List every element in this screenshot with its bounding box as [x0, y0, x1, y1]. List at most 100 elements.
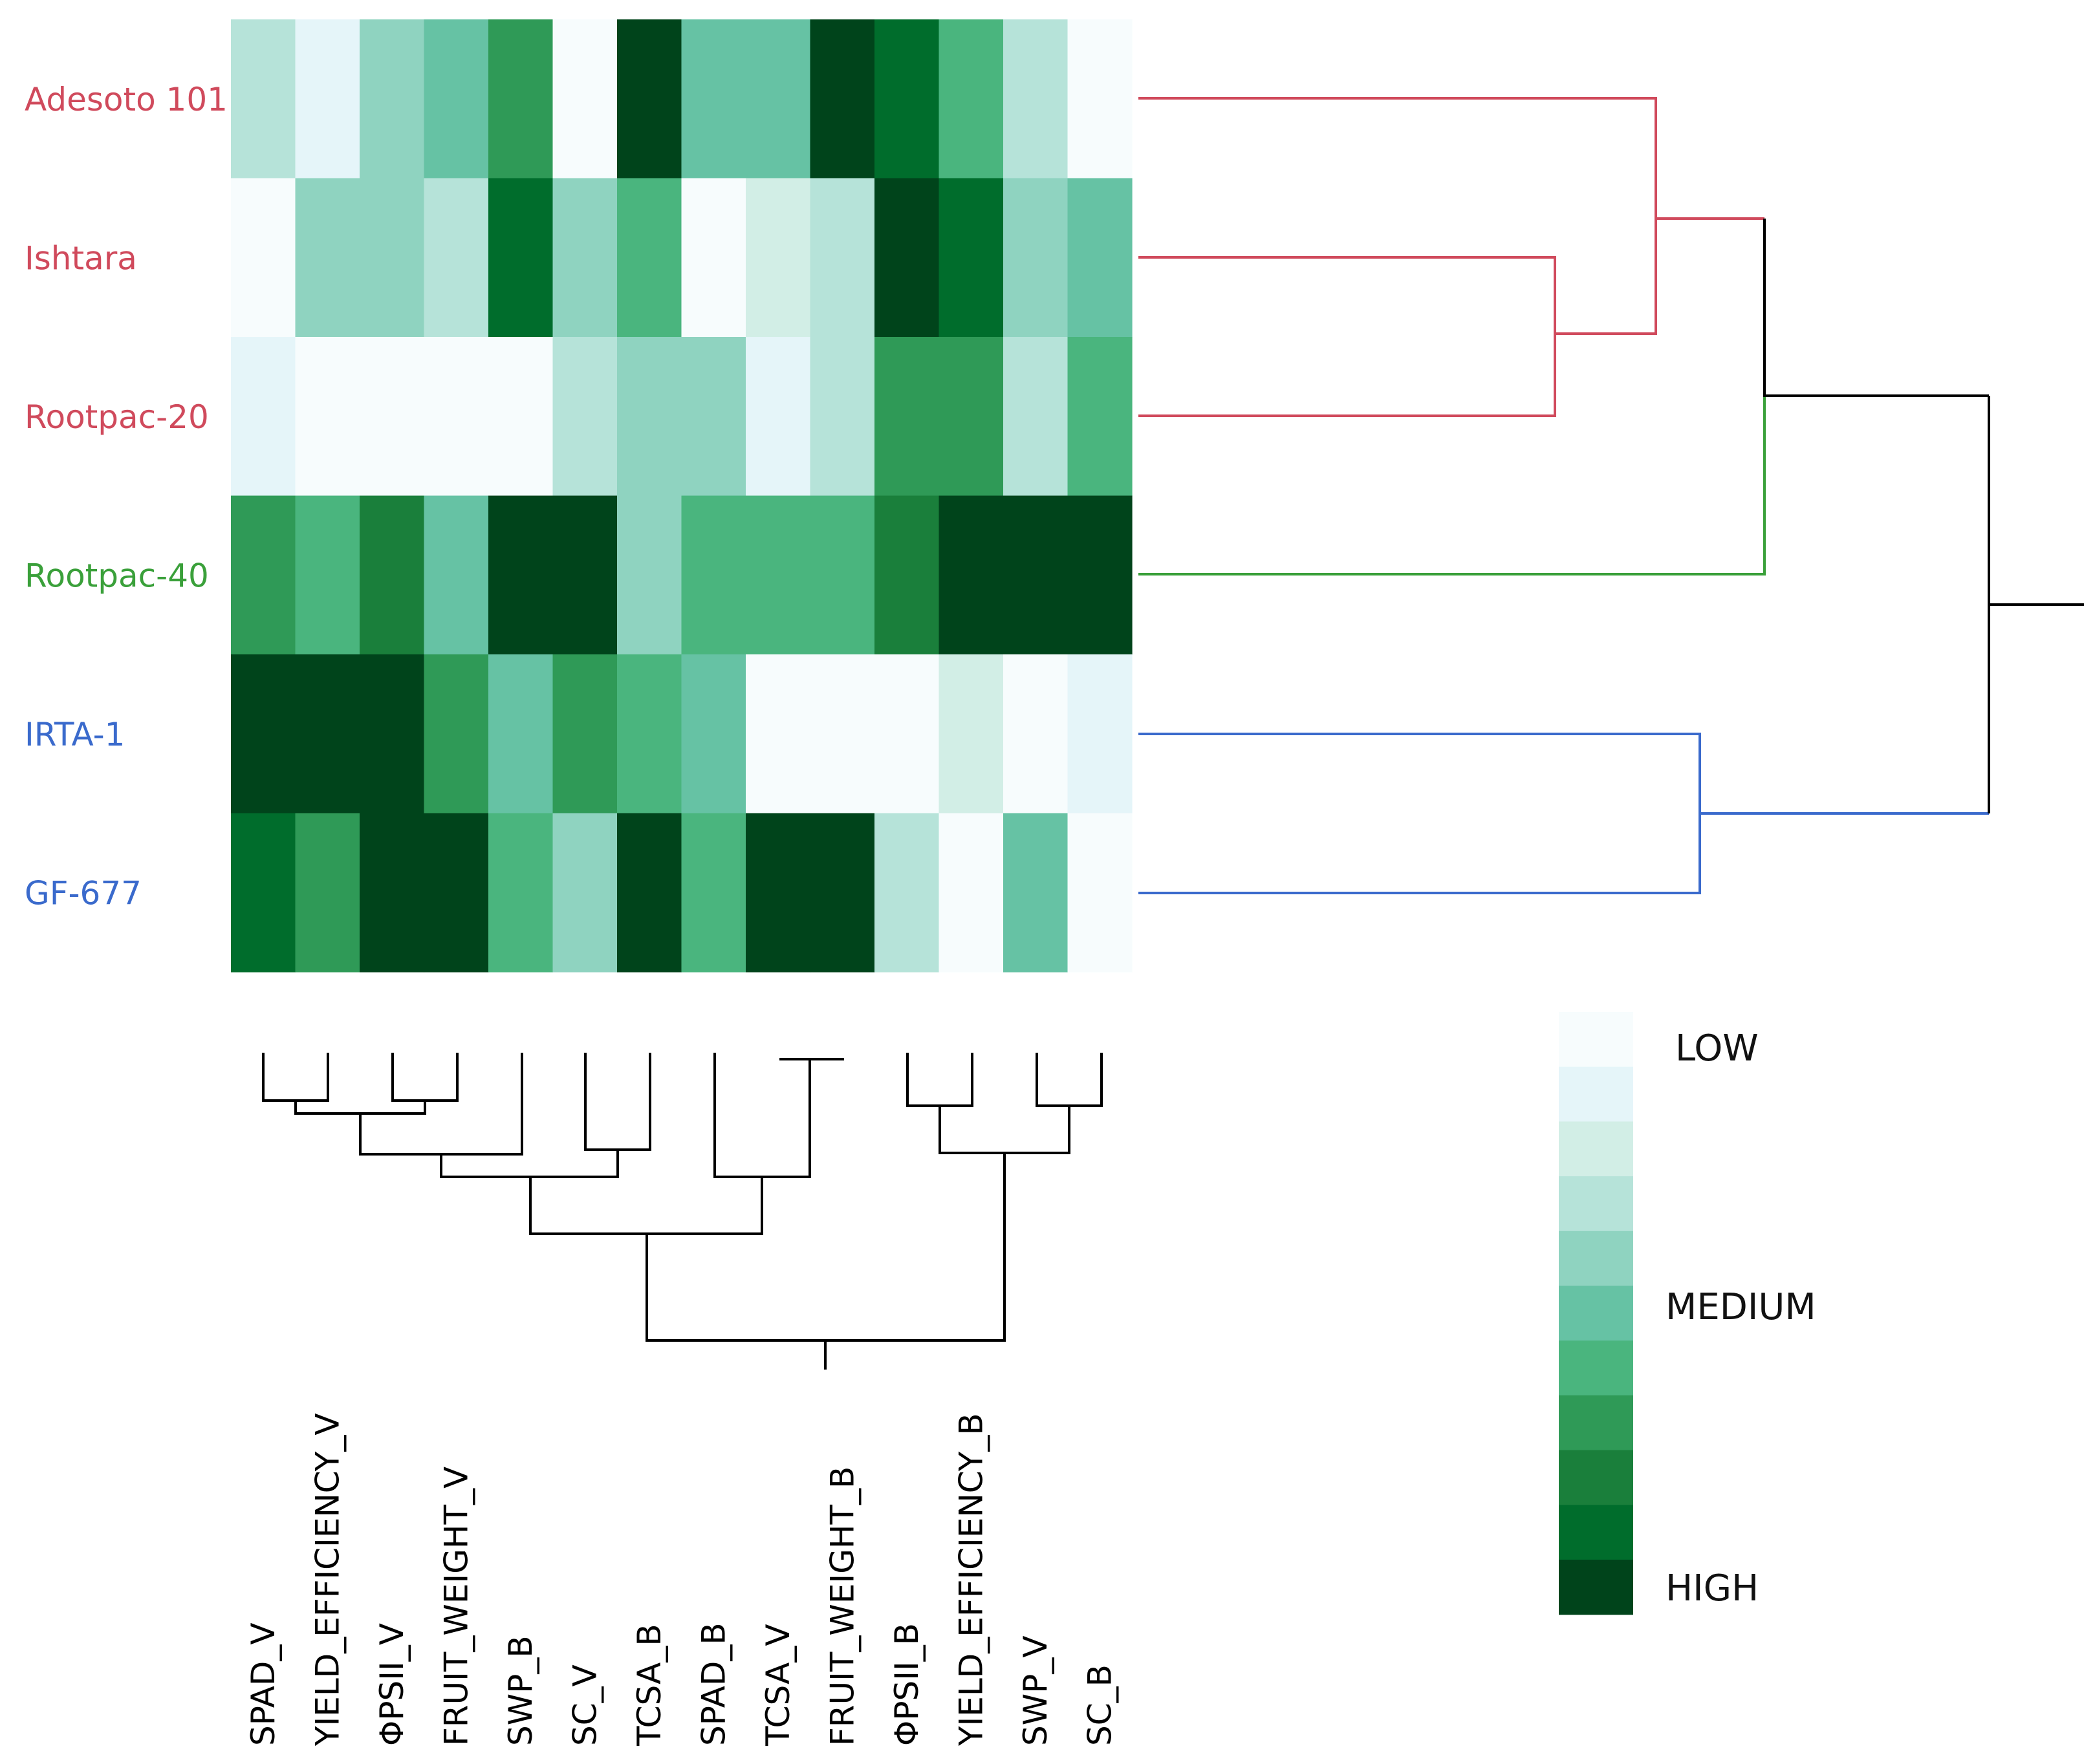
column-label: FRUIT_WEIGHT_B: [823, 1467, 861, 1746]
heatmap-cell: [231, 19, 296, 179]
heatmap-cell: [424, 178, 489, 338]
column-label: YIELD_EFFICIENCY_B: [952, 1413, 990, 1747]
heatmap-cell: [939, 337, 1004, 497]
heatmap-cell: [617, 337, 682, 497]
heatmap-cell: [552, 19, 618, 179]
heatmap-cell: [360, 337, 425, 497]
legend-swatch: [1559, 1121, 1633, 1177]
column-labels: SPAD_V YIELD_EFFICIENCY_V ΦPSII_V FRUIT_WEI…: [244, 1413, 1119, 1747]
row-label: Adesoto 101: [25, 81, 228, 118]
legend-swatch: [1559, 1285, 1633, 1341]
heatmap-cell: [424, 654, 489, 814]
heatmap-cell: [810, 495, 875, 655]
row-label: Ishtara: [25, 239, 137, 277]
column-label: SWP_V: [1017, 1635, 1054, 1746]
row-dendro-branch-rootpac40: [1138, 396, 1766, 575]
legend-label-low: LOW: [1675, 1027, 1759, 1070]
heatmap-cell: [1003, 813, 1069, 973]
heatmap-cell: [939, 19, 1004, 179]
heatmap-cell: [939, 813, 1004, 973]
legend-label-high: HIGH: [1666, 1567, 1759, 1609]
heatmap-cell: [810, 178, 875, 338]
heatmap-cell: [1003, 19, 1069, 179]
column-label: SWP_B: [502, 1635, 539, 1746]
row-dendrogram: [1138, 97, 2084, 894]
heatmap-cell: [360, 495, 425, 655]
row-dendro-branch-upper-root: [1763, 219, 1989, 397]
color-legend: LOW MEDIUM HIGH: [1559, 1012, 1816, 1615]
heatmap-cell: [617, 178, 682, 338]
column-label: TCSA_V: [759, 1624, 797, 1747]
column-label: SC_V: [566, 1664, 603, 1746]
heatmap-cell: [681, 495, 746, 655]
heatmap-cell: [1003, 654, 1069, 814]
heatmap-cell: [810, 813, 875, 973]
heatmap-cell: [939, 178, 1004, 338]
heatmap-cell: [746, 495, 811, 655]
heatmap-cell: [231, 654, 296, 814]
heatmap-cell: [295, 337, 360, 497]
row-label: Rootpac-40: [25, 557, 209, 594]
heatmap-cell: [1003, 337, 1069, 497]
heatmap-cell: [552, 178, 618, 338]
heatmap-cell: [231, 495, 296, 655]
heatmap-cell: [488, 813, 554, 973]
column-label: SPAD_V: [244, 1622, 282, 1746]
heatmap-cell: [1067, 813, 1133, 973]
heatmap-cell: [424, 813, 489, 973]
legend-swatch: [1559, 1231, 1633, 1287]
legend-swatch: [1559, 1012, 1633, 1068]
heatmap-cell: [1003, 495, 1069, 655]
heatmap-cell: [746, 654, 811, 814]
heatmap-cell: [424, 19, 489, 179]
heatmap-cell: [617, 495, 682, 655]
column-label: ΦPSII_V: [373, 1623, 411, 1746]
column-dendrogram: [262, 1053, 1103, 1370]
heatmap-cell: [1067, 495, 1133, 655]
row-dendro-branch-ishtara-rootpac20: [1138, 256, 1556, 417]
legend-swatch: [1559, 1395, 1633, 1451]
heatmap-cell: [488, 337, 554, 497]
legend-swatch: [1559, 1066, 1633, 1122]
legend-swatch: [1559, 1450, 1633, 1505]
heatmap-cell: [874, 19, 940, 179]
heatmap-cell: [231, 813, 296, 973]
heatmap-cell: [810, 654, 875, 814]
heatmap-cell: [231, 337, 296, 497]
heatmap-cell: [939, 495, 1004, 655]
row-label: GF-677: [25, 874, 142, 912]
heatmap-cell: [488, 654, 554, 814]
heatmap-cell: [874, 495, 940, 655]
heatmap-cell: [874, 337, 940, 497]
heatmap-cell: [810, 19, 875, 179]
heatmap-cell: [874, 813, 940, 973]
heatmap-cell: [295, 813, 360, 973]
heatmap-cell: [1067, 337, 1133, 497]
heatmap-cell: [295, 19, 360, 179]
row-label: IRTA-1: [25, 716, 125, 753]
heatmap-cell: [1067, 654, 1133, 814]
column-label: FRUIT_WEIGHT_V: [437, 1467, 475, 1746]
legend-swatch: [1559, 1340, 1633, 1396]
heatmap-cell: [295, 495, 360, 655]
row-label: Rootpac-20: [25, 398, 209, 436]
heatmap-cell: [681, 178, 746, 338]
heatmap-cell: [360, 813, 425, 973]
legend-swatch: [1559, 1505, 1633, 1560]
heatmap-cell: [295, 654, 360, 814]
heatmap-cell: [1003, 178, 1069, 338]
heatmap-cell: [681, 654, 746, 814]
column-dendrogram-branch: [391, 1053, 459, 1102]
legend-label-medium: MEDIUM: [1666, 1286, 1816, 1328]
row-dendro-branch-adesoto: [1138, 97, 1657, 335]
heatmap-cell: [295, 178, 360, 338]
heatmap-cell: [681, 19, 746, 179]
heatmap-cell: [939, 654, 1004, 814]
heatmap-cell: [681, 813, 746, 973]
legend-swatch: [1559, 1176, 1633, 1232]
column-label: SPAD_B: [695, 1622, 732, 1746]
heatmap-cell: [360, 178, 425, 338]
heatmap-cell: [552, 337, 618, 497]
